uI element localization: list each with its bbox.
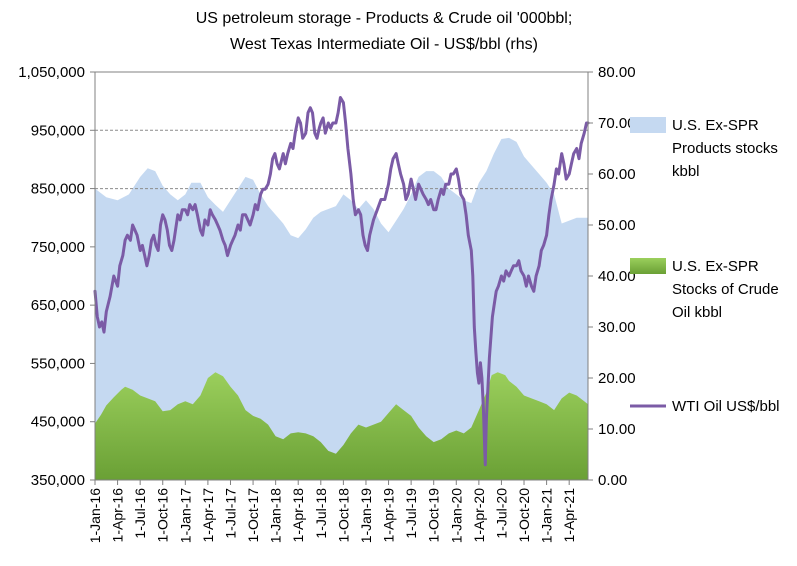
y-right-tick-label: 70.00	[598, 115, 636, 132]
legend-label-wti: WTI Oil US$/bbl	[672, 398, 780, 415]
x-tick-label: 1-Apr-21	[561, 488, 577, 543]
plot-area	[93, 96, 590, 480]
crude-stocks-area	[95, 372, 588, 480]
x-tick-label: 1-Oct-17	[245, 488, 261, 543]
y-right-tick-label: 10.00	[598, 421, 636, 438]
y-left-tick-label: 1,050,000	[18, 64, 85, 81]
x-tick-label: 1-Oct-16	[155, 488, 171, 543]
x-tick-label: 1-Jul-17	[222, 488, 238, 539]
legend-swatch-products	[630, 117, 666, 133]
y-right-tick-label: 40.00	[598, 268, 636, 285]
y-right-tick-label: 30.00	[598, 319, 636, 336]
y-left-tick-label: 750,000	[31, 239, 85, 256]
chart-title: US petroleum storage - Products & Crude …	[196, 10, 573, 27]
x-tick-label: 1-Apr-18	[290, 488, 306, 543]
x-tick-label: 1-Jan-21	[539, 488, 555, 543]
legend-label-products: Products stocks	[672, 140, 778, 157]
y-right-tick-label: 60.00	[598, 166, 636, 183]
x-tick-label: 1-Jul-19	[403, 488, 419, 539]
x-tick-label: 1-Jul-16	[132, 488, 148, 539]
x-tick-label: 1-Jan-17	[177, 488, 193, 543]
legend-label-products: kbbl	[672, 163, 700, 180]
x-tick-label: 1-Jan-19	[358, 488, 374, 543]
chart-subtitle: West Texas Intermediate Oil - US$/bbl (r…	[230, 36, 538, 53]
y-left-tick-label: 850,000	[31, 181, 85, 198]
y-left-tick-label: 450,000	[31, 414, 85, 431]
legend-swatch-crude	[630, 258, 666, 274]
axes: 350,000 450,000 550,000 650,000 750,000 850,0…	[18, 64, 635, 543]
y-left-tick-label: 950,000	[31, 122, 85, 139]
x-tick-label: 1-Oct-20	[516, 488, 532, 543]
x-tick-label: 1-Apr-17	[200, 488, 216, 543]
y-right-tick-label: 80.00	[598, 64, 636, 81]
x-tick-label: 1-Jan-16	[87, 488, 103, 543]
x-tick-label: 1-Jul-18	[313, 488, 329, 539]
x-tick-label: 1-Oct-19	[426, 488, 442, 543]
y-right-tick-label: 0.00	[598, 472, 627, 489]
legend-label-crude: Stocks of Crude	[672, 281, 779, 298]
y-left-tick-label: 350,000	[31, 472, 85, 489]
x-tick-label: 1-Jan-20	[448, 488, 464, 543]
y-right-tick-label: 20.00	[598, 370, 636, 387]
x-tick-label: 1-Apr-16	[110, 488, 126, 543]
y-left-tick-label: 650,000	[31, 297, 85, 314]
legend: U.S. Ex-SPR Products stocks kbbl U.S. Ex-SP…	[630, 117, 780, 415]
x-tick-label: 1-Jul-20	[493, 488, 509, 539]
y-left-tick-label: 550,000	[31, 355, 85, 372]
legend-label-crude: U.S. Ex-SPR	[672, 258, 759, 275]
legend-label-crude: Oil kbbl	[672, 304, 722, 321]
x-tick-label: 1-Apr-20	[471, 488, 487, 543]
y-right-tick-label: 50.00	[598, 217, 636, 234]
x-tick-label: 1-Apr-19	[381, 488, 397, 543]
wti-price-line	[93, 96, 590, 467]
legend-label-products: U.S. Ex-SPR	[672, 117, 759, 134]
x-tick-label: 1-Jan-18	[268, 488, 284, 543]
x-tick-label: 1-Oct-18	[335, 488, 351, 543]
